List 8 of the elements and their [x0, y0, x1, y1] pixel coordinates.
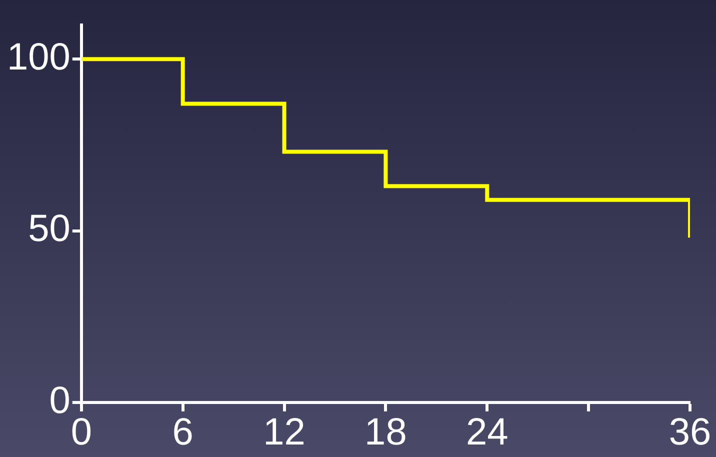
x-tick-label: 12: [263, 412, 306, 454]
y-tick-label: 0: [49, 380, 70, 422]
y-tick-label: 100: [6, 36, 70, 79]
x-tick-label: 24: [466, 412, 508, 454]
x-tick-label: 36: [668, 412, 712, 454]
y-tick-label: 50: [28, 208, 70, 250]
x-tick-label: 6: [172, 412, 194, 454]
x-tick-label: 18: [364, 412, 407, 454]
